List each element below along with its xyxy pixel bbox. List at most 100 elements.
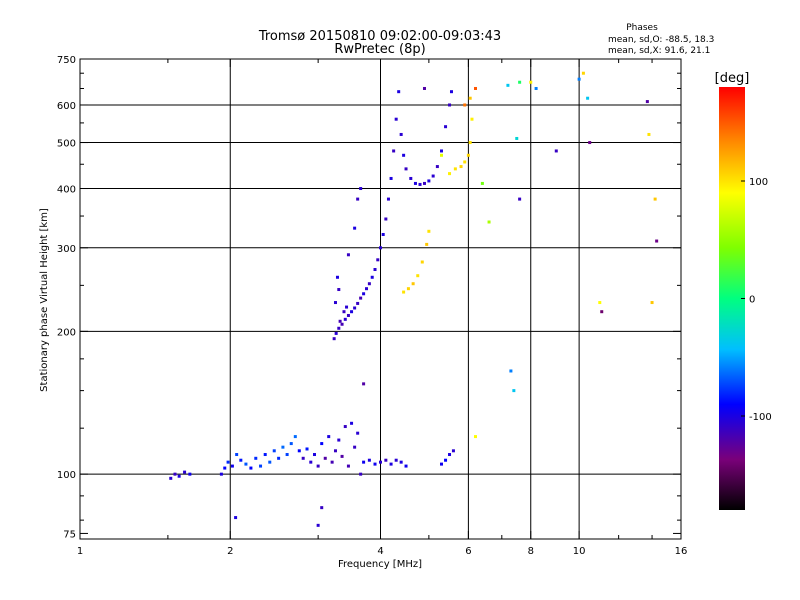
echo-point <box>333 449 337 453</box>
echo-point <box>337 326 341 330</box>
echo-point <box>384 217 388 221</box>
echo-point <box>653 197 657 201</box>
echo-point <box>420 260 424 264</box>
echo-point <box>183 470 187 474</box>
echo-point <box>394 117 398 121</box>
echo-point <box>581 71 585 75</box>
echo-point <box>647 132 651 136</box>
echo-point <box>346 313 350 317</box>
echo-point <box>392 149 396 153</box>
echo-point <box>440 153 444 157</box>
echo-point <box>345 305 349 309</box>
echo-point <box>404 167 408 171</box>
x-tick-label: 8 <box>528 546 534 557</box>
echo-point <box>645 100 649 104</box>
echo-point <box>379 246 382 250</box>
colorbar-tick-label: -100 <box>749 412 772 423</box>
echo-point <box>389 176 393 180</box>
echo-point <box>188 472 192 476</box>
echo-point <box>399 132 403 136</box>
echo-point <box>305 447 309 451</box>
echo-point <box>409 176 413 180</box>
echo-point <box>431 174 435 178</box>
echo-point <box>235 453 239 457</box>
y-tick-label: 750 <box>57 55 76 66</box>
echo-point <box>384 458 388 462</box>
echo-point <box>316 523 320 527</box>
echo-point <box>453 167 457 171</box>
echo-point <box>293 435 297 439</box>
echo-point <box>448 453 452 457</box>
phases-o-mode: mean, sd,O: -88.5, 18.3 <box>608 35 714 45</box>
colorbar-label: [deg] <box>715 71 750 86</box>
echo-point <box>226 460 230 464</box>
echo-point <box>379 460 382 464</box>
echo-point <box>356 301 360 305</box>
echo-point <box>473 435 477 439</box>
echo-point <box>281 445 285 449</box>
echo-point <box>444 458 448 462</box>
echo-point <box>650 301 654 305</box>
echo-point <box>376 258 380 262</box>
echo-point <box>367 458 371 462</box>
y-tick-label: 300 <box>57 244 76 255</box>
echo-point <box>586 96 590 100</box>
echo-point <box>327 435 331 439</box>
echo-point <box>448 172 452 176</box>
echo-point <box>334 331 338 335</box>
echo-point <box>337 438 341 442</box>
echo-point <box>515 136 519 140</box>
echo-point <box>470 117 474 121</box>
colorbar-tick-label: 0 <box>749 295 755 306</box>
echo-point <box>411 282 415 286</box>
y-axis: 75 100 200 300 400 500 600 750 <box>57 55 681 540</box>
echo-point <box>427 179 431 183</box>
echo-point <box>297 449 301 453</box>
echo-point <box>285 453 289 457</box>
echo-point <box>468 141 472 145</box>
echo-point <box>373 462 377 466</box>
x-tick-label: 1 <box>77 546 83 557</box>
x-tick-label: 6 <box>465 546 471 557</box>
echo-point <box>577 77 581 81</box>
echo-point <box>359 296 363 300</box>
echo-point <box>425 242 429 246</box>
echo-point <box>230 464 234 468</box>
echo-point <box>468 96 472 100</box>
echo-point <box>588 141 592 145</box>
echo-point <box>335 275 339 279</box>
echo-point <box>219 472 223 476</box>
echo-point <box>399 460 403 464</box>
echo-point <box>449 90 453 94</box>
echo-point <box>340 454 344 458</box>
x-tick-label: 2 <box>227 546 233 557</box>
echo-point <box>518 197 522 201</box>
echo-point <box>402 290 406 294</box>
echo-point <box>362 460 366 464</box>
echo-point <box>422 181 426 185</box>
echo-point <box>463 103 467 107</box>
echo-point <box>323 456 327 460</box>
echo-point <box>249 466 253 470</box>
echo-point <box>440 462 444 466</box>
echo-point <box>406 287 410 291</box>
colorbar <box>719 87 745 510</box>
echo-point <box>416 274 420 278</box>
y-tick-label: 200 <box>57 327 76 338</box>
echo-point <box>234 516 238 520</box>
echo-point <box>365 287 369 291</box>
echo-point <box>337 288 341 292</box>
echo-point <box>359 472 363 476</box>
echo-point <box>259 464 263 468</box>
echo-point <box>463 160 467 164</box>
echo-point <box>320 506 324 510</box>
echo-point <box>389 462 393 466</box>
echo-point <box>473 86 477 90</box>
echo-point <box>301 456 305 460</box>
echo-point <box>422 86 426 90</box>
phases-x-mode: mean, sd,X: 91.6, 21.1 <box>608 46 710 56</box>
echo-point <box>320 442 324 446</box>
x-axis: 1 2 4 6 8 10 16 <box>77 59 687 557</box>
echo-point <box>350 310 354 314</box>
